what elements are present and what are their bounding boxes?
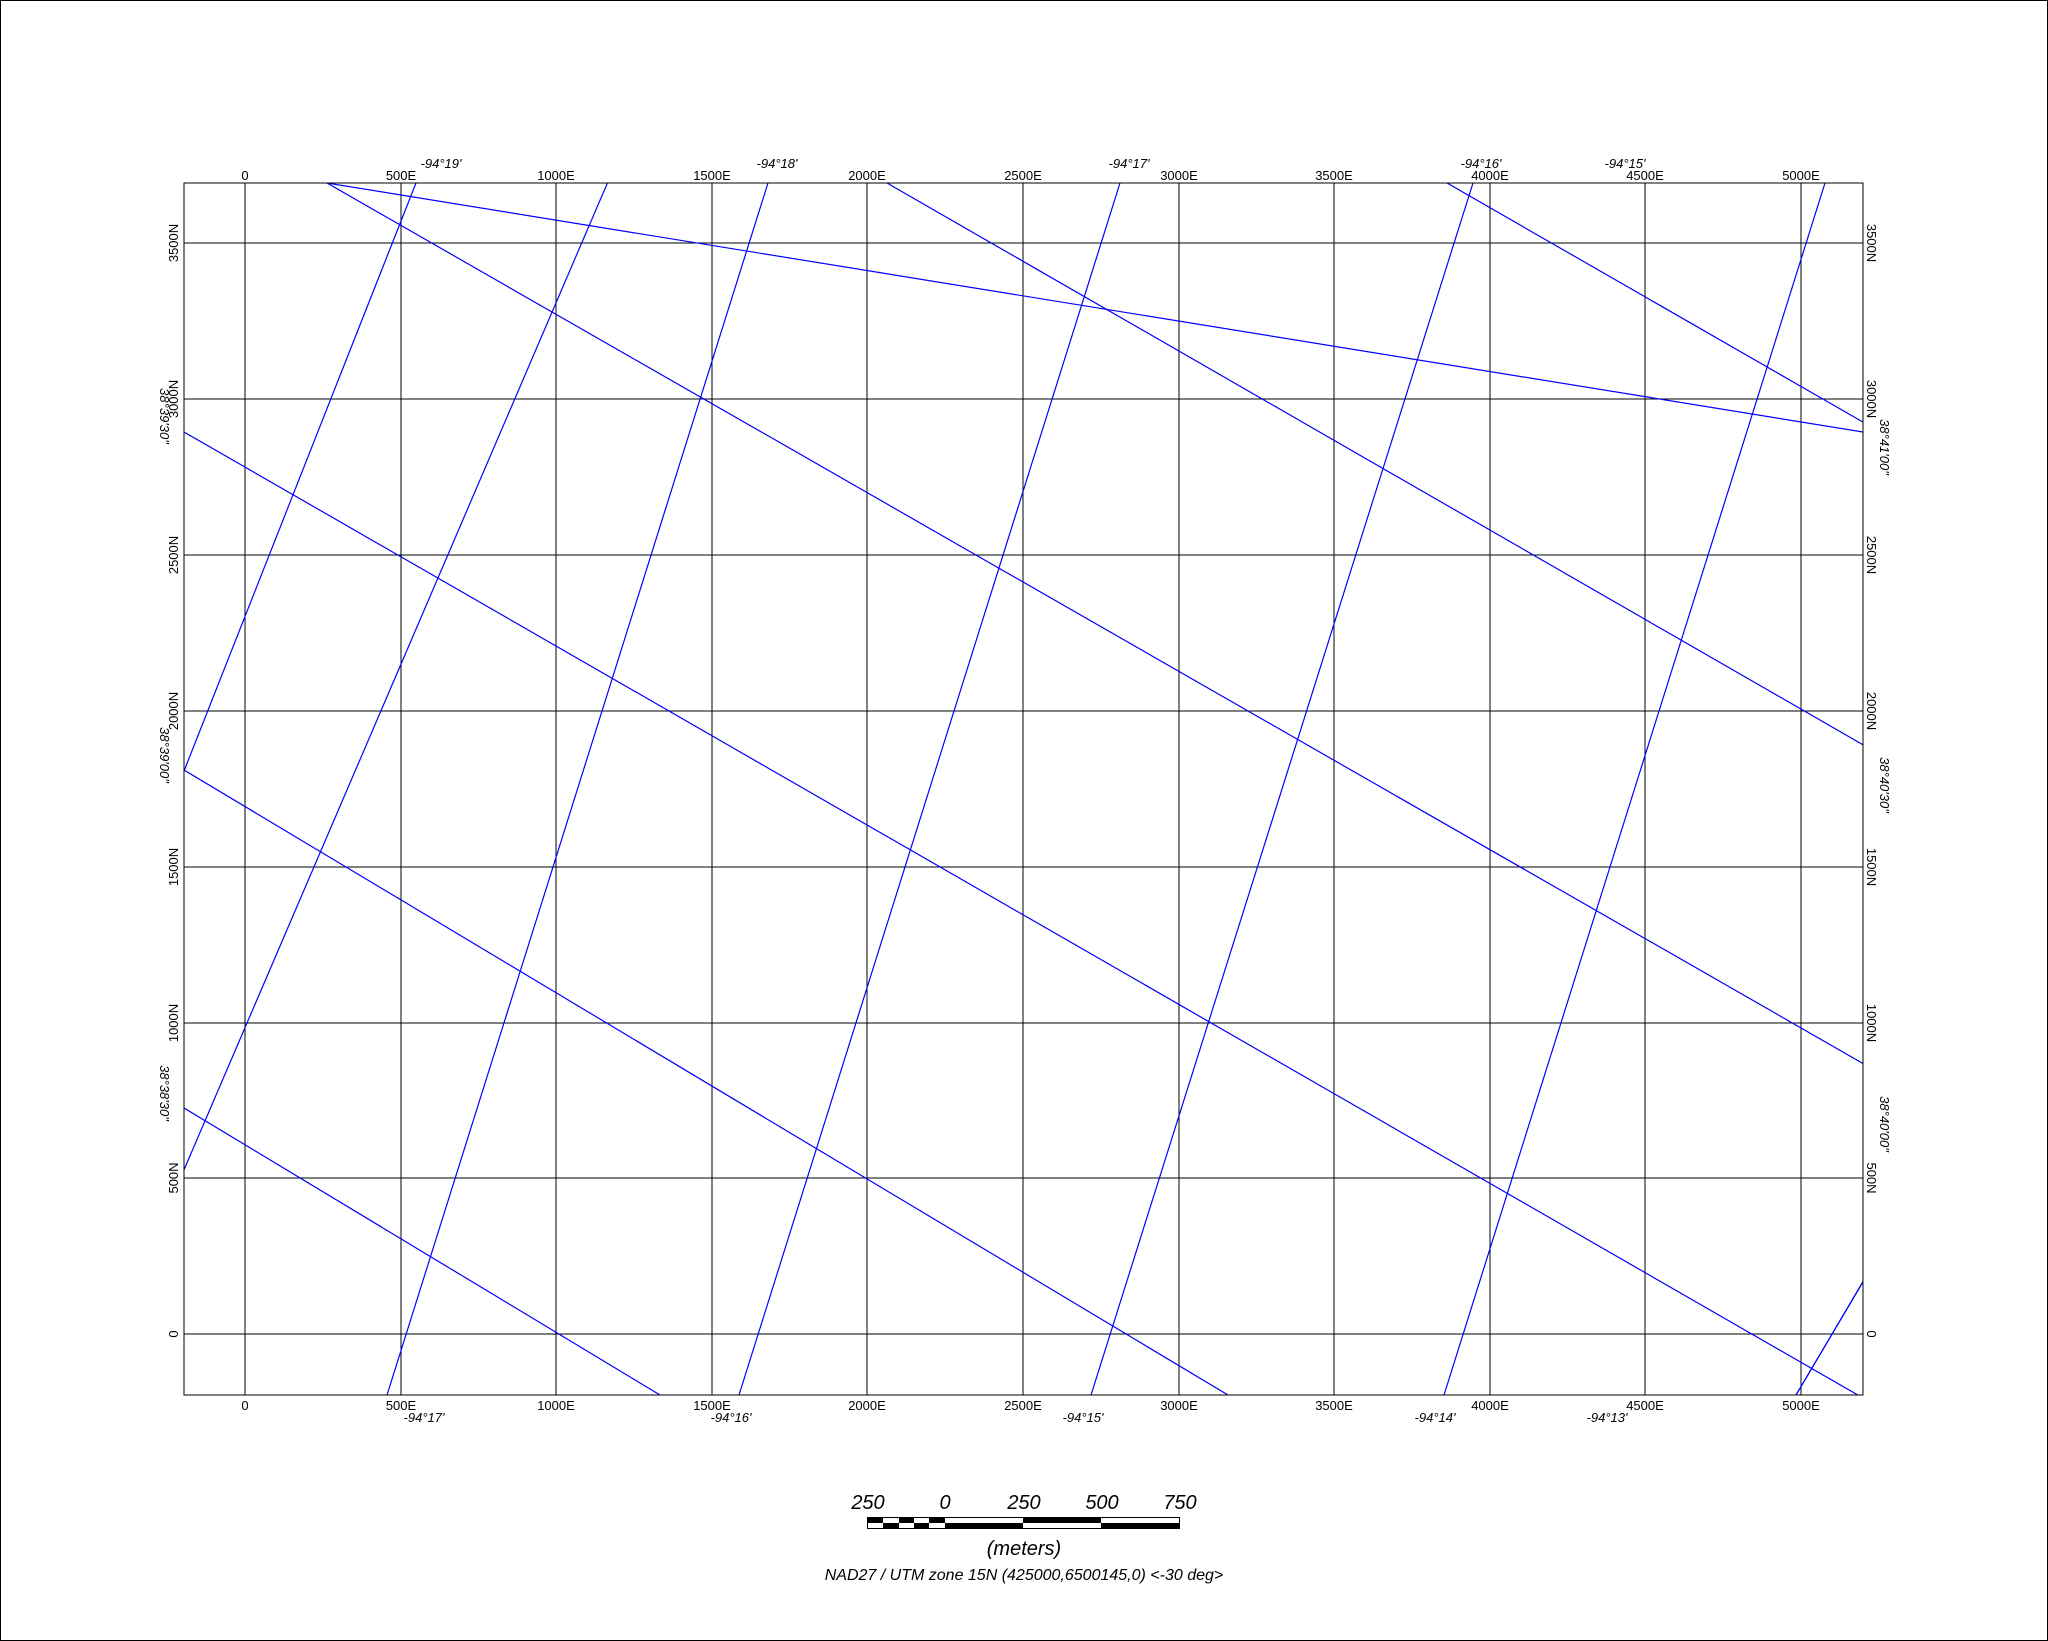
easting-label-bottom: 2500E: [1004, 1398, 1042, 1413]
easting-label-bottom: 3000E: [1160, 1398, 1198, 1413]
parallel-line-4: [184, 431, 1859, 1395]
projection-caption: NAD27 / UTM zone 15N (425000,6500145,0) …: [824, 1567, 1224, 1584]
longitude-label-top: -94°15': [1605, 156, 1646, 171]
latitude-label-right: 38°40'00": [1877, 1096, 1892, 1153]
parallel-line-2: [886, 183, 1863, 746]
easting-label-top: 2000E: [848, 168, 886, 183]
longitude-labels-bottom: -94°17' -94°16' -94°15' -94°14' -94°13': [404, 1410, 1628, 1425]
meridian-line-2: [184, 183, 417, 773]
northing-label-right: 0: [1864, 1330, 1879, 1337]
northing-label-right: 2500N: [1864, 536, 1879, 574]
meridian-line-5: [1090, 183, 1474, 1395]
parallel-line-6: [184, 1107, 661, 1395]
meridian-line-4: [738, 183, 1121, 1395]
longitude-label-bottom: -94°15': [1063, 1410, 1104, 1425]
scale-label: 500: [1085, 1492, 1119, 1514]
latitude-label-left: 38°38'30": [157, 1065, 172, 1122]
longitude-label-top: -94°18': [757, 156, 798, 171]
northing-label-left: 3000N: [166, 380, 181, 418]
easting-label-bottom: 1000E: [537, 1398, 575, 1413]
northing-label-right: 3000N: [1864, 380, 1879, 418]
easting-label-bottom: 3500E: [1315, 1398, 1353, 1413]
longitude-label-bottom: -94°14': [1415, 1410, 1456, 1425]
longitude-label-bottom: -94°17': [404, 1410, 445, 1425]
northing-label-left: 0: [166, 1330, 181, 1337]
easting-label-top: 5000E: [1782, 168, 1820, 183]
scale-label: 0: [939, 1492, 951, 1514]
easting-label-bottom: 4500E: [1626, 1398, 1664, 1413]
longitude-label-top: -94°16': [1461, 156, 1502, 171]
meridian-line-7b: [1795, 1280, 1863, 1395]
easting-labels-top: 0 500E 1000E 1500E 2000E 2500E 3000E 350…: [241, 168, 1820, 183]
northing-label-left: 2500N: [166, 536, 181, 574]
easting-label-bottom: 5000E: [1782, 1398, 1820, 1413]
scale-bar: [867, 1517, 1180, 1529]
northing-labels-left: 0 500N 1000N 1500N 2000N 2500N 3000N 350…: [166, 224, 181, 1338]
easting-label-bottom: 4000E: [1471, 1398, 1509, 1413]
scale-units: (meters): [986, 1538, 1062, 1560]
easting-label-top: 1000E: [537, 168, 575, 183]
easting-label-bottom: 1500E: [693, 1398, 731, 1413]
easting-labels-bottom: 0 500E 1000E 1500E 2000E 2500E 3000E 350…: [241, 1398, 1820, 1413]
longitude-label-top: -94°19': [421, 156, 462, 171]
longitude-label-top: -94°17': [1109, 156, 1150, 171]
easting-label-bottom: 2000E: [848, 1398, 886, 1413]
map-neatline: [183, 182, 1864, 1396]
northing-label-left: 1000N: [166, 1004, 181, 1042]
parallel-line-3: [1446, 183, 1863, 423]
parallel-line-1b: [326, 183, 1863, 1065]
scale-label: 750: [1163, 1492, 1197, 1514]
utm-grid: [184, 183, 1863, 1395]
scale-label: 250: [1007, 1492, 1041, 1514]
northing-labels-right: 0 500N 1000N 1500N 2000N 2500N 3000N 350…: [1864, 224, 1879, 1338]
northing-label-right: 500N: [1864, 1162, 1879, 1193]
parallel-line-1: [326, 183, 1863, 433]
latitude-label-left: 38°39'30": [157, 388, 172, 445]
scale-label: 250: [851, 1492, 885, 1514]
easting-label-top: 3000E: [1160, 168, 1198, 183]
easting-label-bottom: 500E: [386, 1398, 417, 1413]
easting-label-top: 4500E: [1626, 168, 1664, 183]
northing-label-left: 1500N: [166, 848, 181, 886]
meridian-line-3: [386, 183, 769, 1395]
northing-label-right: 3500N: [1864, 224, 1879, 262]
longitude-labels-top: -94°19' -94°18' -94°17' -94°16' -94°15': [421, 156, 1646, 171]
latitude-label-right: 38°41'00": [1877, 419, 1892, 476]
longitude-label-bottom: -94°16': [711, 1410, 752, 1425]
meridian-line-6: [1443, 183, 1826, 1395]
parallel-line-5: [184, 769, 1229, 1395]
northing-label-right: 2000N: [1864, 692, 1879, 730]
northing-label-right: 1000N: [1864, 1004, 1879, 1042]
easting-label-top: 0: [241, 168, 248, 183]
latitude-labels-right: 38°41'00" 38°40'30" 38°40'00": [1877, 419, 1892, 1153]
easting-label-top: 1500E: [693, 168, 731, 183]
longitude-label-bottom: -94°13': [1587, 1410, 1628, 1425]
meridian-line-1: [184, 183, 609, 1172]
northing-label-left: 3500N: [166, 224, 181, 262]
easting-label-bottom: 0: [241, 1398, 248, 1413]
northing-label-left: 2000N: [166, 692, 181, 730]
northing-label-right: 1500N: [1864, 848, 1879, 886]
latitude-label-left: 38°39'00": [157, 727, 172, 784]
easting-label-top: 4000E: [1471, 168, 1509, 183]
easting-label-top: 3500E: [1315, 168, 1353, 183]
latitude-label-right: 38°40'30": [1877, 757, 1892, 814]
easting-label-top: 500E: [386, 168, 417, 183]
latitude-labels-left: 38°39'30" 38°39'00" 38°38'30": [157, 388, 172, 1122]
easting-label-top: 2500E: [1004, 168, 1042, 183]
northing-label-left: 500N: [166, 1162, 181, 1193]
scale-bar-labels: 250 0 250 500 750: [846, 1492, 1206, 1522]
